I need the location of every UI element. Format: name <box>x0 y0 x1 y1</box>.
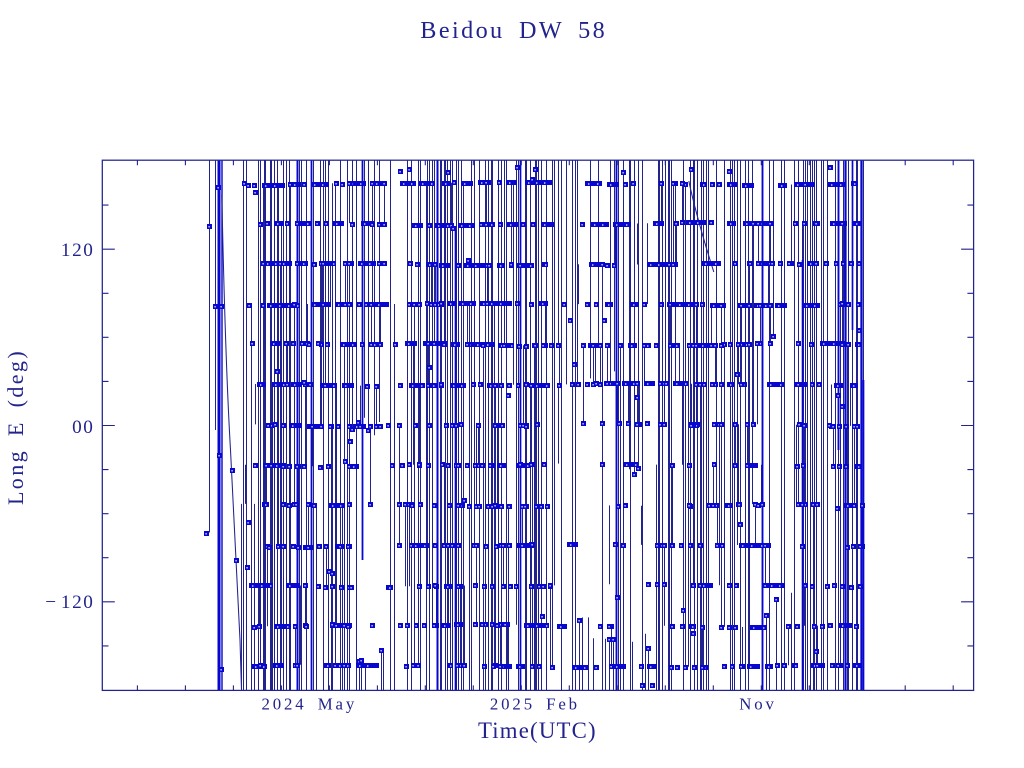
svg-text:2024 May: 2024 May <box>261 695 357 714</box>
svg-text:−: − <box>45 592 56 613</box>
svg-text:Nov: Nov <box>739 695 777 714</box>
svg-text:Time(UTC): Time(UTC) <box>478 718 597 743</box>
svg-text:120: 120 <box>61 592 95 613</box>
svg-text:2025 Feb: 2025 Feb <box>490 695 580 714</box>
svg-text:Beidou DW 58: Beidou DW 58 <box>420 17 607 44</box>
svg-text:120: 120 <box>61 240 95 261</box>
svg-text:Long E (deg): Long E (deg) <box>3 349 28 505</box>
svg-text:00: 00 <box>72 417 94 438</box>
